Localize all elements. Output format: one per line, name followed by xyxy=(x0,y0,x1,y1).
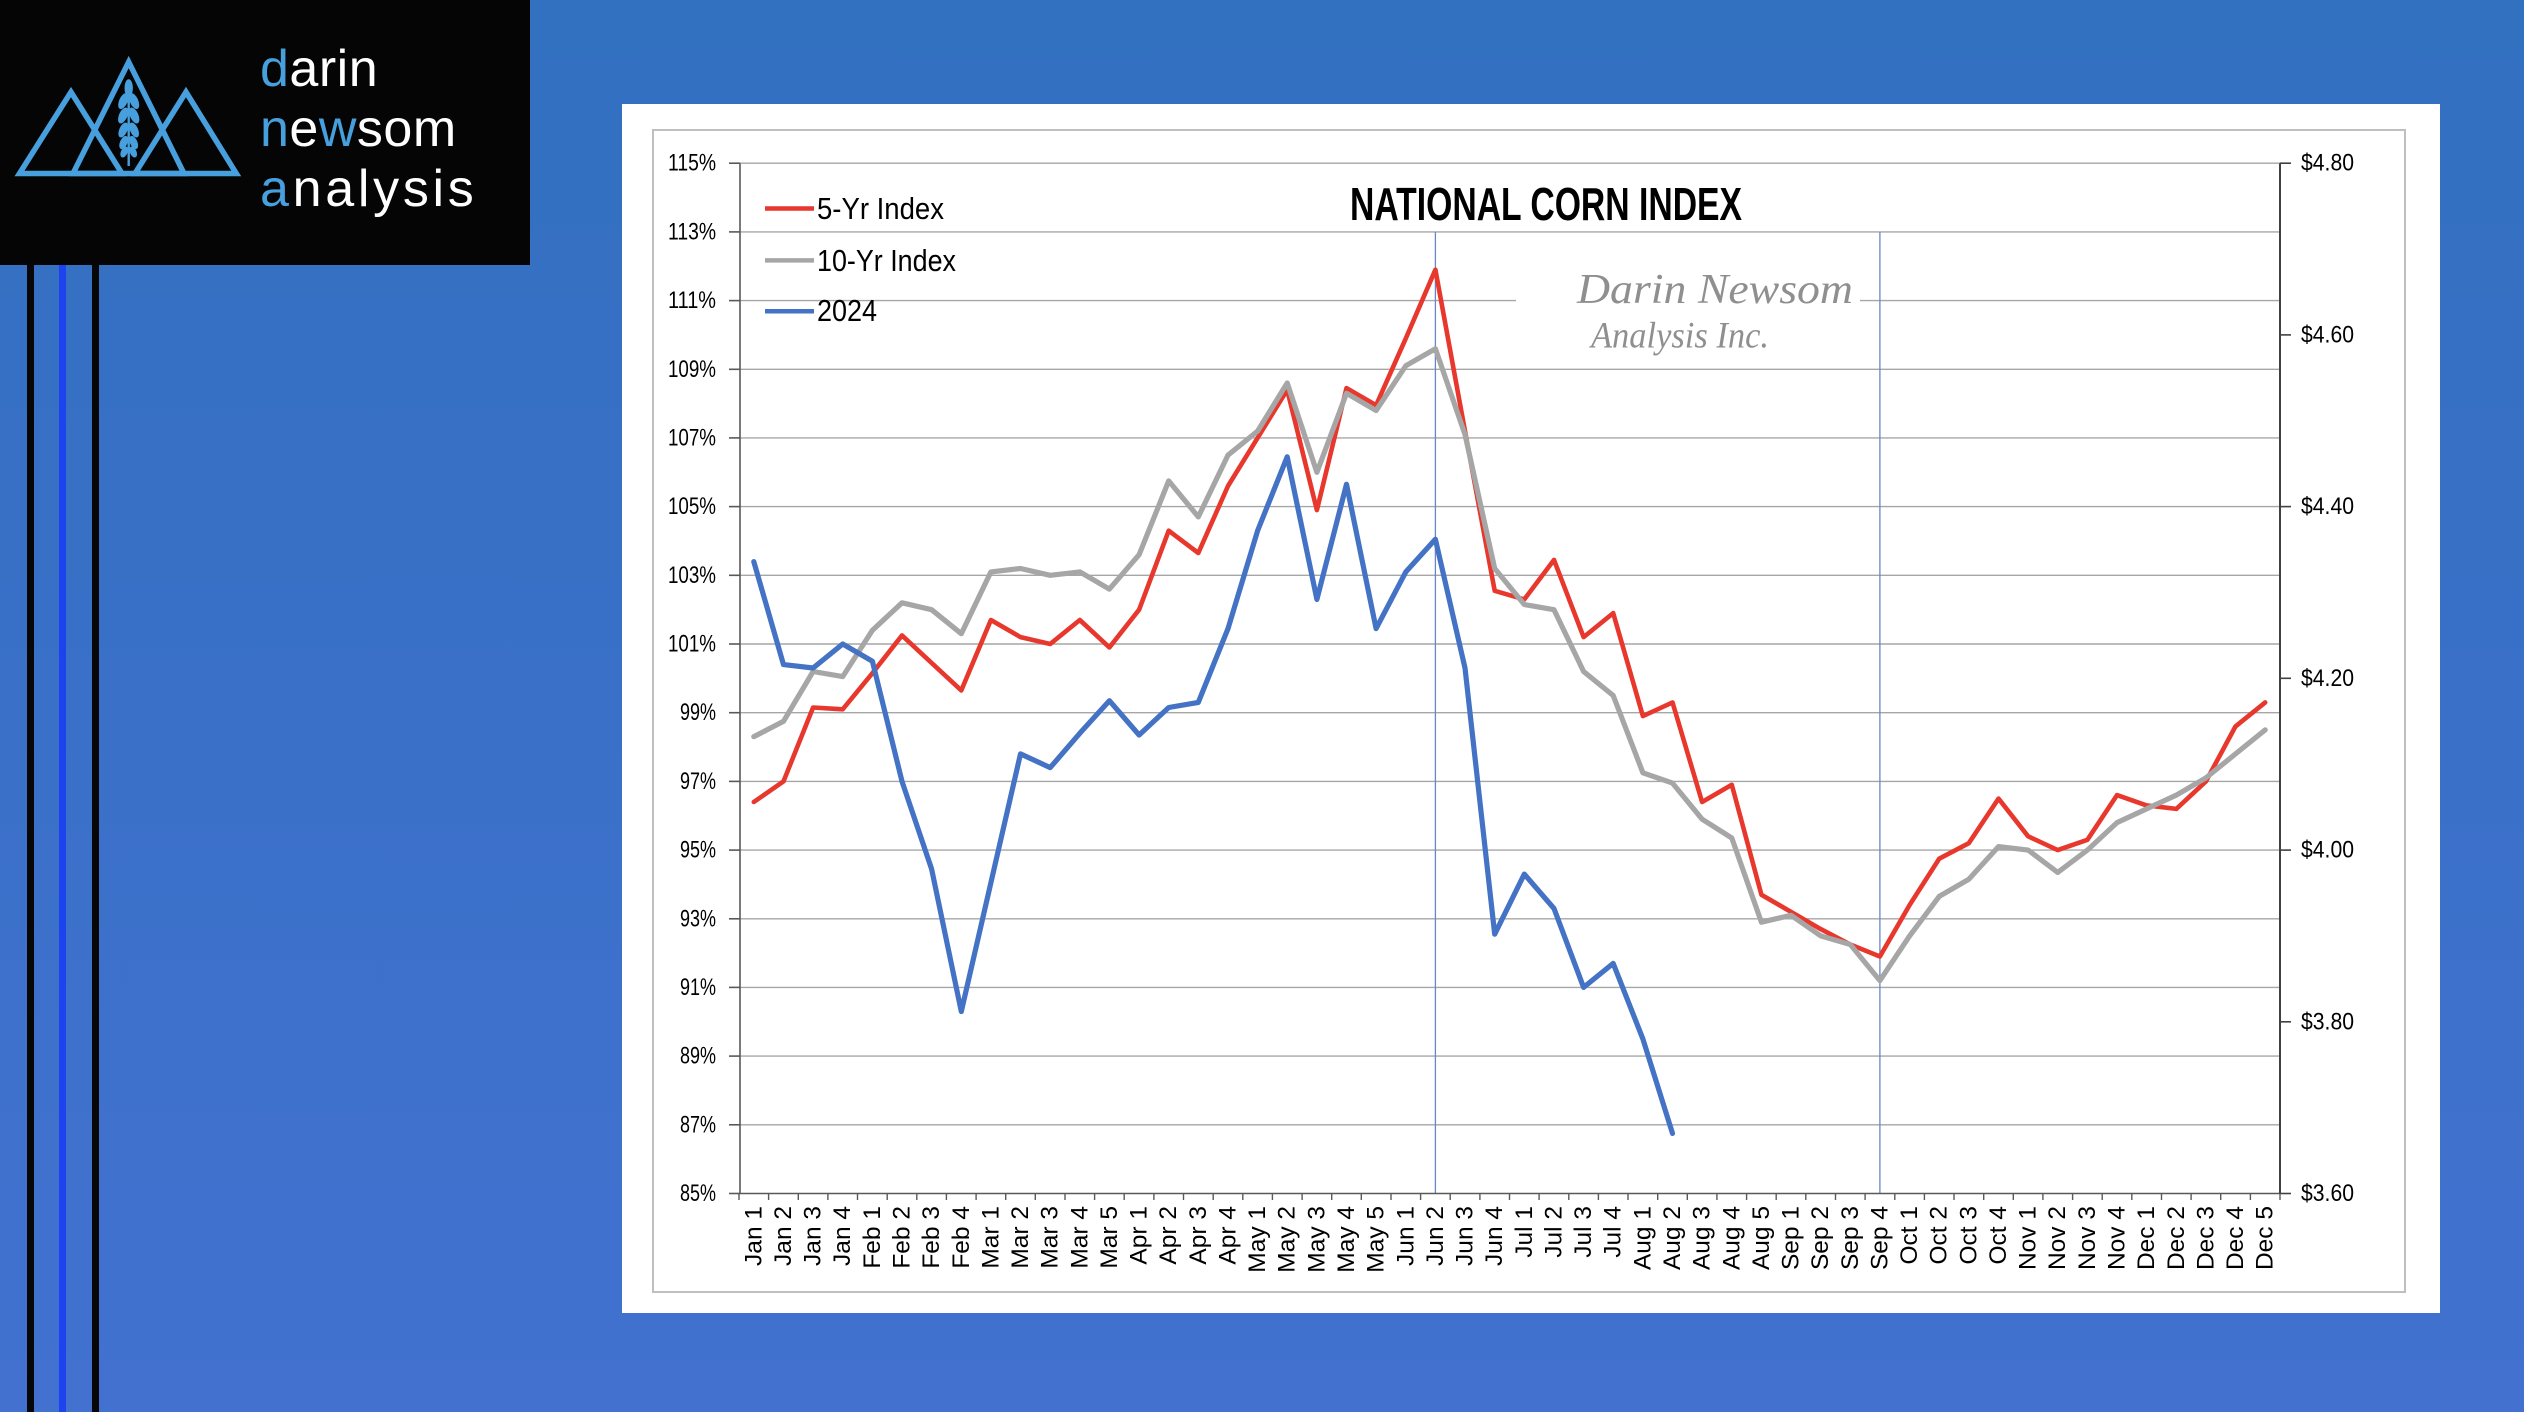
svg-text:91%: 91% xyxy=(680,974,716,1001)
svg-text:113%: 113% xyxy=(668,218,716,245)
svg-text:Feb 3: Feb 3 xyxy=(918,1206,945,1269)
svg-text:Jan 3: Jan 3 xyxy=(800,1206,827,1266)
svg-text:Jan 2: Jan 2 xyxy=(770,1206,797,1266)
svg-text:Aug 4: Aug 4 xyxy=(1718,1206,1745,1270)
svg-text:Feb 2: Feb 2 xyxy=(889,1206,916,1269)
svg-text:Mar 2: Mar 2 xyxy=(1007,1206,1034,1269)
svg-text:Oct 2: Oct 2 xyxy=(1926,1206,1953,1265)
svg-text:97%: 97% xyxy=(680,768,716,795)
svg-text:Nov 2: Nov 2 xyxy=(2044,1206,2071,1270)
svg-text:Mar 1: Mar 1 xyxy=(977,1206,1004,1269)
svg-text:Darin Newsom: Darin Newsom xyxy=(1576,267,1853,313)
svg-text:Apr 1: Apr 1 xyxy=(1126,1206,1153,1265)
svg-text:May 3: May 3 xyxy=(1303,1206,1330,1273)
svg-text:111%: 111% xyxy=(668,287,716,314)
svg-text:Jul 2: Jul 2 xyxy=(1541,1206,1568,1258)
svg-text:Dec 3: Dec 3 xyxy=(2192,1206,2219,1270)
svg-text:Apr 3: Apr 3 xyxy=(1185,1206,1212,1265)
svg-text:$4.00: $4.00 xyxy=(2301,837,2354,864)
svg-text:$4.20: $4.20 xyxy=(2301,665,2354,692)
svg-text:Sep 2: Sep 2 xyxy=(1807,1206,1834,1270)
svg-text:Jul 3: Jul 3 xyxy=(1570,1206,1597,1258)
svg-text:Apr 4: Apr 4 xyxy=(1215,1206,1242,1265)
svg-text:May 4: May 4 xyxy=(1333,1206,1360,1273)
svg-text:103%: 103% xyxy=(668,562,716,589)
svg-text:Aug 5: Aug 5 xyxy=(1748,1206,1775,1270)
svg-text:Jan 1: Jan 1 xyxy=(740,1206,767,1266)
svg-text:101%: 101% xyxy=(668,631,716,658)
svg-text:Sep 3: Sep 3 xyxy=(1837,1206,1864,1270)
svg-text:115%: 115% xyxy=(668,150,716,177)
svg-text:Jan 4: Jan 4 xyxy=(829,1206,856,1266)
svg-text:Oct 3: Oct 3 xyxy=(1955,1206,1982,1265)
svg-text:Jun 2: Jun 2 xyxy=(1422,1206,1449,1266)
svg-text:87%: 87% xyxy=(680,1111,716,1138)
svg-text:Dec 4: Dec 4 xyxy=(2222,1206,2249,1270)
svg-text:Feb 4: Feb 4 xyxy=(948,1206,975,1269)
svg-text:107%: 107% xyxy=(668,424,716,451)
svg-text:5-Yr Index: 5-Yr Index xyxy=(817,191,944,226)
svg-text:Jul 1: Jul 1 xyxy=(1511,1206,1538,1258)
svg-text:109%: 109% xyxy=(668,356,716,383)
svg-text:95%: 95% xyxy=(680,837,716,864)
svg-text:Nov 3: Nov 3 xyxy=(2074,1206,2101,1270)
svg-text:Jun 3: Jun 3 xyxy=(1452,1206,1479,1266)
svg-text:Dec 1: Dec 1 xyxy=(2133,1206,2160,1270)
svg-text:10-Yr Index: 10-Yr Index xyxy=(817,243,956,278)
svg-text:Nov 1: Nov 1 xyxy=(2015,1206,2042,1270)
svg-text:89%: 89% xyxy=(680,1043,716,1070)
svg-text:99%: 99% xyxy=(680,699,716,726)
svg-text:2024: 2024 xyxy=(817,293,877,328)
svg-text:Aug 2: Aug 2 xyxy=(1659,1206,1686,1270)
svg-text:May 1: May 1 xyxy=(1244,1206,1271,1273)
svg-text:93%: 93% xyxy=(680,905,716,932)
svg-text:Dec 2: Dec 2 xyxy=(2163,1206,2190,1270)
svg-text:$4.60: $4.60 xyxy=(2301,321,2354,348)
svg-text:$4.40: $4.40 xyxy=(2301,493,2354,520)
svg-text:Jul 4: Jul 4 xyxy=(1600,1206,1627,1258)
svg-text:Apr 2: Apr 2 xyxy=(1155,1206,1182,1265)
svg-text:Nov 4: Nov 4 xyxy=(2104,1206,2131,1270)
svg-text:$4.80: $4.80 xyxy=(2301,150,2354,177)
svg-text:$3.60: $3.60 xyxy=(2301,1180,2354,1207)
svg-text:May 5: May 5 xyxy=(1363,1206,1390,1273)
svg-text:105%: 105% xyxy=(668,493,716,520)
svg-text:Analysis Inc.: Analysis Inc. xyxy=(1588,316,1769,357)
svg-text:Mar 3: Mar 3 xyxy=(1037,1206,1064,1269)
svg-text:Jun 1: Jun 1 xyxy=(1392,1206,1419,1266)
svg-text:Feb 1: Feb 1 xyxy=(859,1206,886,1269)
svg-text:Sep 4: Sep 4 xyxy=(1866,1206,1893,1270)
svg-text:NATIONAL CORN INDEX: NATIONAL CORN INDEX xyxy=(1350,178,1742,230)
svg-text:Oct 4: Oct 4 xyxy=(1985,1206,2012,1265)
svg-text:Oct 1: Oct 1 xyxy=(1896,1206,1923,1265)
svg-text:Mar 5: Mar 5 xyxy=(1096,1206,1123,1269)
svg-text:Mar 4: Mar 4 xyxy=(1066,1206,1093,1269)
svg-text:$3.80: $3.80 xyxy=(2301,1008,2354,1035)
svg-text:Aug 1: Aug 1 xyxy=(1629,1206,1656,1270)
svg-text:Sep 1: Sep 1 xyxy=(1778,1206,1805,1270)
svg-text:May 2: May 2 xyxy=(1274,1206,1301,1273)
svg-text:Dec 5: Dec 5 xyxy=(2252,1206,2279,1270)
svg-text:Aug 3: Aug 3 xyxy=(1689,1206,1716,1270)
svg-text:Jun 4: Jun 4 xyxy=(1481,1206,1508,1266)
svg-text:85%: 85% xyxy=(680,1180,716,1207)
